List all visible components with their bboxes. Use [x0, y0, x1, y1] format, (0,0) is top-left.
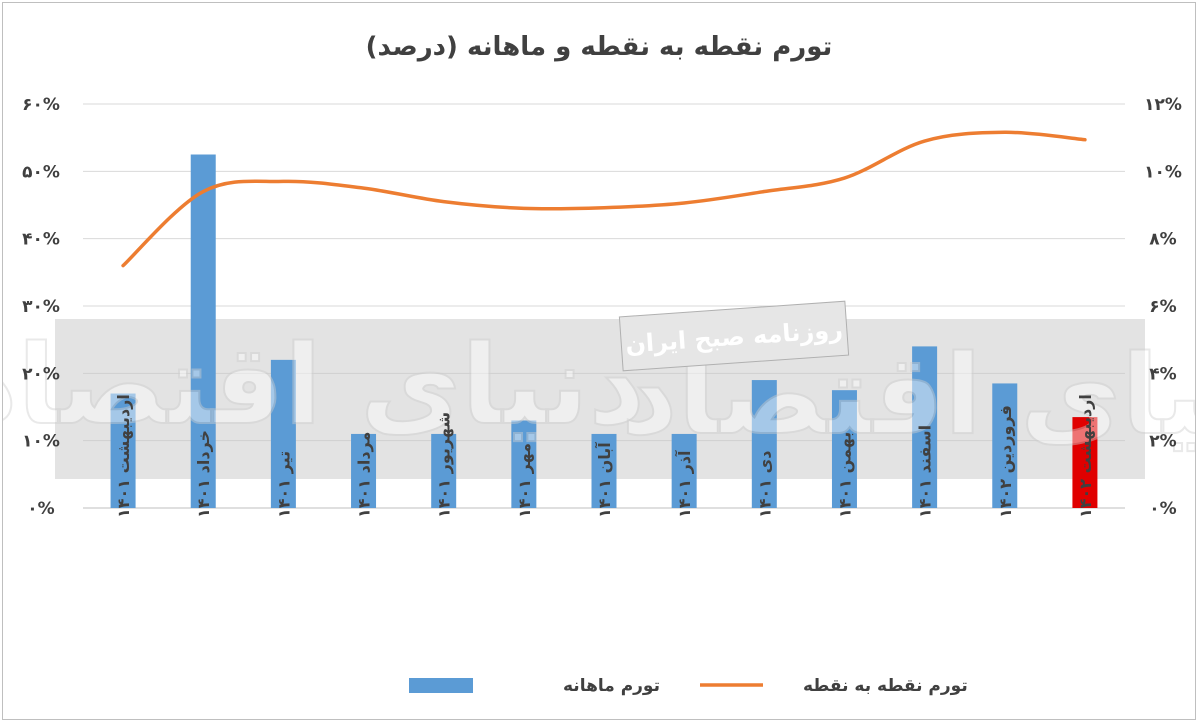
category-label: فروردین ۱۴۰۲ — [996, 405, 1015, 518]
left-tick-label: ۳۰% — [22, 297, 60, 317]
bar — [511, 420, 537, 508]
line-series-group — [121, 130, 1087, 268]
bar — [831, 390, 857, 508]
category-label: اردیبهشت ۱۴۰۲ — [1076, 394, 1095, 518]
bar — [431, 433, 457, 508]
left-tick-label: ۴۰% — [22, 230, 60, 250]
bar — [912, 346, 938, 508]
bar — [751, 380, 777, 508]
legend-bar-swatch — [409, 678, 473, 693]
bar — [270, 359, 296, 508]
bar — [591, 433, 617, 508]
category-label: خرداد ۱۴۰۱ — [194, 430, 213, 518]
category-label: تیر ۱۴۰۱ — [274, 451, 293, 518]
right-tick-label: ۱۲% — [1144, 95, 1182, 115]
bars-group — [110, 154, 1098, 508]
left-tick-label: ۱۰% — [22, 432, 60, 452]
category-label: اردیبهشت ۱۴۰۱ — [114, 394, 133, 518]
watermark-main-left: دنیای اقتصاد — [3, 321, 645, 449]
left-axis-ticks: ۰% ۱۰% ۲۰% ۳۰% ۴۰% ۵۰% ۶۰% — [22, 95, 60, 519]
bar — [110, 393, 136, 508]
bar — [351, 433, 377, 508]
chart-svg: تورم نقطه به نقطه و ماهانه (درصد) دنیای … — [3, 32, 1195, 696]
right-axis-ticks: ۰% ۲% ۴% ۶% ۸% ۱۰% ۱۲% — [1144, 95, 1182, 519]
left-tick-label: ۶۰% — [22, 95, 60, 115]
right-tick-label: ۲% — [1149, 432, 1176, 452]
category-labels: اردیبهشت ۱۴۰۱ خرداد ۱۴۰۱ تیر ۱۴۰۱ مرداد ۱۴۰… — [114, 394, 1095, 518]
left-tick-label: ۰% — [27, 499, 54, 519]
bar — [992, 383, 1018, 508]
left-tick-label: ۵۰% — [22, 162, 60, 182]
bar — [671, 433, 697, 508]
watermark-sub-box — [618, 300, 850, 372]
right-tick-label: ۶% — [1149, 297, 1176, 317]
right-tick-label: ۸% — [1149, 230, 1176, 250]
left-tick-label: ۲۰% — [22, 364, 60, 384]
bar — [1072, 417, 1098, 508]
right-tick-label: ۰% — [1149, 499, 1176, 519]
right-tick-label: ۴% — [1149, 364, 1176, 384]
legend-line-label: تورم نقطه به نقطه — [803, 676, 968, 696]
category-label: دی ۱۴۰۱ — [755, 450, 774, 518]
bar — [190, 154, 216, 508]
category-label: مرداد ۱۴۰۱ — [355, 432, 374, 518]
right-tick-label: ۱۰% — [1144, 162, 1182, 182]
legend: تورم نقطه به نقطه تورم ماهانه — [409, 676, 968, 696]
category-label: شهریور ۱۴۰۱ — [435, 412, 454, 518]
category-label: آبان ۱۴۰۱ — [594, 442, 614, 518]
chart-title: تورم نقطه به نقطه و ماهانه (درصد) — [366, 32, 833, 62]
category-label: اسفند ۱۴۰۱ — [916, 425, 935, 518]
category-label: مهر ۱۴۰۱ — [515, 443, 534, 518]
category-label: آذر ۱۴۰۱ — [674, 450, 694, 518]
line-series — [121, 130, 1087, 268]
legend-bar-label: تورم ماهانه — [563, 676, 660, 696]
category-label: بهمن ۱۴۰۱ — [835, 432, 854, 518]
